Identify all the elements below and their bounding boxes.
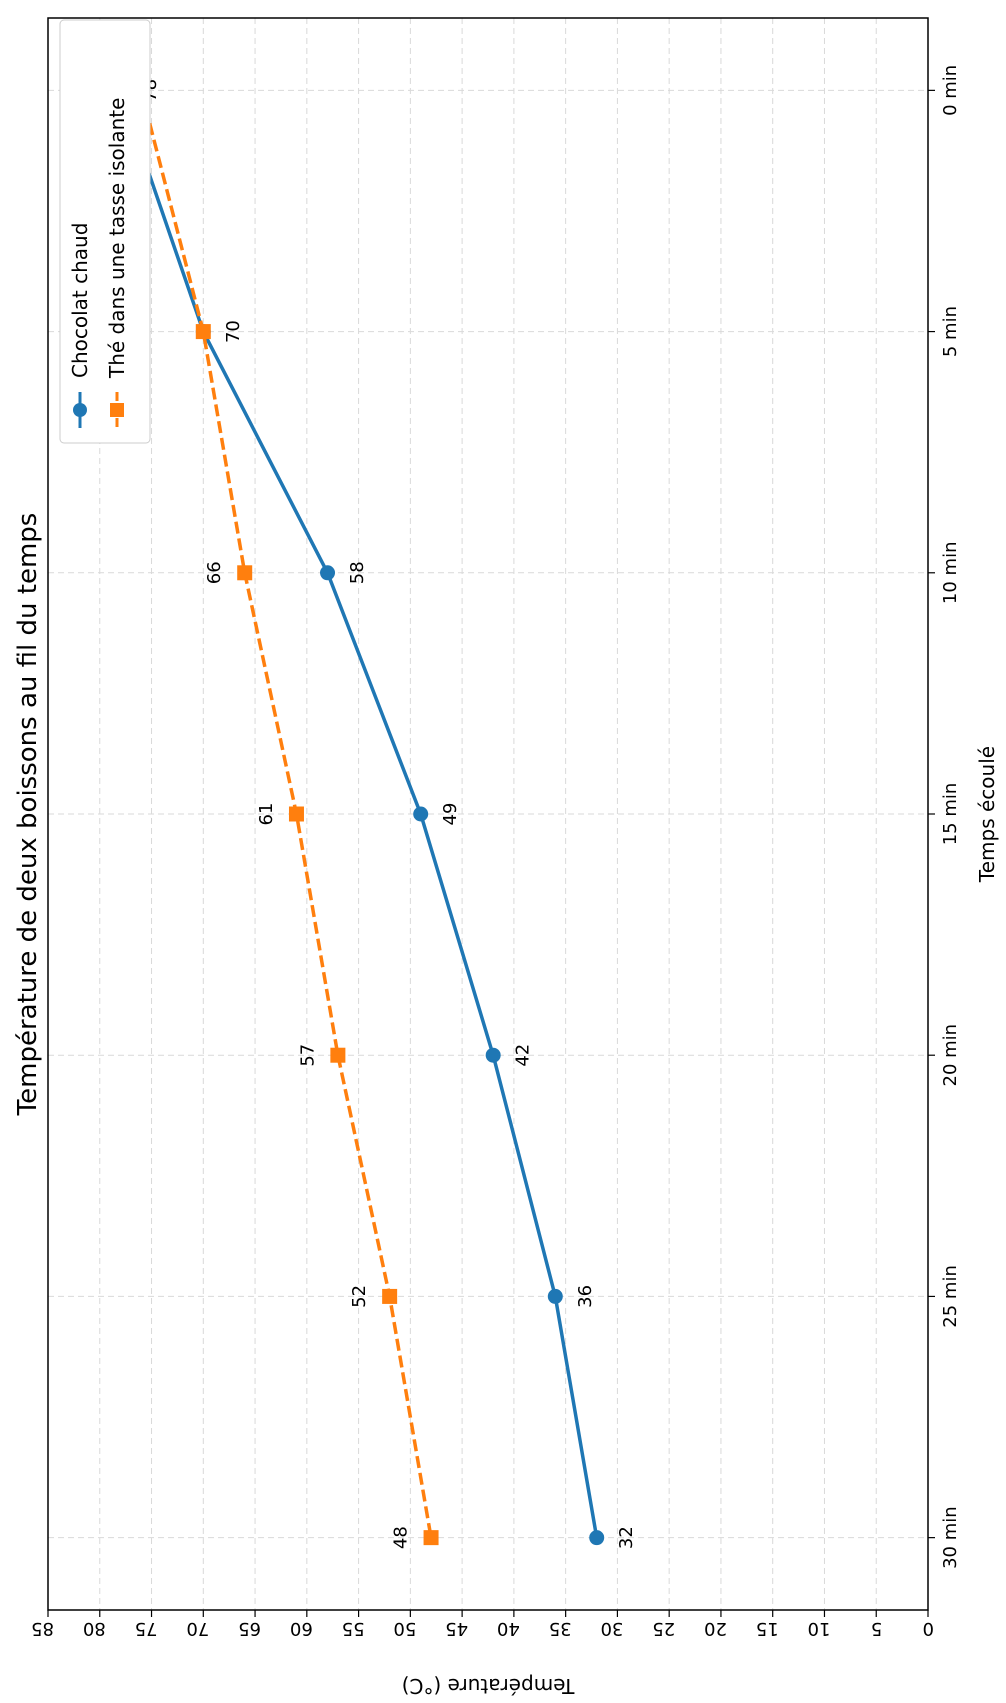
data-label: 61	[256, 803, 277, 826]
legend-label-the: Thé dans une tasse isolante	[105, 98, 129, 379]
data-label: 36	[575, 1285, 596, 1308]
y-tick-label: 15	[756, 1618, 779, 1639]
data-point	[330, 1047, 346, 1063]
y-tick-label: 70	[186, 1618, 209, 1639]
y-tick-label: 65	[238, 1618, 261, 1639]
legend: Chocolat chaud Thé dans une tasse isolan…	[59, 19, 151, 444]
data-point	[589, 1530, 605, 1546]
y-tick-label: 30	[601, 1618, 624, 1639]
chart-title: Température de deux boissons au fil du t…	[13, 513, 43, 1117]
y-tick-label: 80	[83, 1618, 106, 1639]
x-axis-title: Temps écoulé	[975, 746, 999, 883]
y-tick-label: 55	[342, 1618, 365, 1639]
y-tick-label: 50	[393, 1618, 416, 1639]
x-axis: 0 min 5 min 10 min 15 min 20 min 25 min 30 min	[928, 65, 961, 1569]
data-label: 66	[204, 561, 225, 584]
data-label: 32	[616, 1526, 637, 1549]
y-tick-label: 0	[923, 1618, 934, 1639]
y-tick-label: 75	[135, 1618, 158, 1639]
legend-marker-chocolat	[73, 403, 87, 417]
x-tick-label: 30 min	[940, 1506, 961, 1569]
y-axis-title: Température (°C)	[402, 1674, 576, 1698]
data-point	[320, 565, 336, 581]
y-axis: 0 5 10 15 20 25 30 35 40 45 50 55 60 65 70 75 80 85	[31, 1610, 934, 1639]
x-tick-label: 20 min	[940, 1024, 961, 1087]
data-point	[547, 1288, 563, 1304]
y-tick-label: 5	[871, 1618, 882, 1639]
y-tick-label: 10	[808, 1618, 831, 1639]
data-point	[288, 806, 304, 822]
y-tick-label: 35	[549, 1618, 572, 1639]
data-label: 52	[349, 1285, 370, 1308]
data-point	[195, 324, 211, 340]
data-label: 58	[347, 561, 368, 584]
y-tick-label: 60	[290, 1618, 313, 1639]
x-tick-label: 0 min	[940, 65, 961, 116]
data-point	[382, 1288, 398, 1304]
x-tick-label: 5 min	[940, 306, 961, 357]
data-label: 42	[513, 1044, 534, 1067]
y-tick-label: 20	[704, 1618, 727, 1639]
data-label: 57	[297, 1044, 318, 1067]
data-label: 48	[391, 1526, 412, 1549]
y-tick-label: 45	[445, 1618, 468, 1639]
legend-label-chocolat: Chocolat chaud	[68, 223, 92, 378]
data-point	[413, 806, 429, 822]
x-tick-label: 25 min	[940, 1265, 961, 1328]
data-point	[237, 565, 253, 581]
legend-marker-the	[110, 403, 124, 417]
data-label: 70	[223, 320, 244, 343]
legend-item-chocolat: Chocolat chaud	[68, 223, 92, 428]
data-point	[485, 1047, 501, 1063]
y-tick-label: 25	[652, 1618, 675, 1639]
data-label: 49	[440, 803, 461, 826]
y-tick-label: 85	[31, 1618, 54, 1639]
grid	[47, 18, 929, 1610]
legend-item-the: Thé dans une tasse isolante	[105, 98, 129, 428]
legend-box	[59, 19, 151, 444]
x-tick-label: 15 min	[940, 783, 961, 846]
data-point	[423, 1530, 439, 1546]
y-tick-label: 40	[497, 1618, 520, 1639]
x-tick-label: 10 min	[940, 541, 961, 604]
